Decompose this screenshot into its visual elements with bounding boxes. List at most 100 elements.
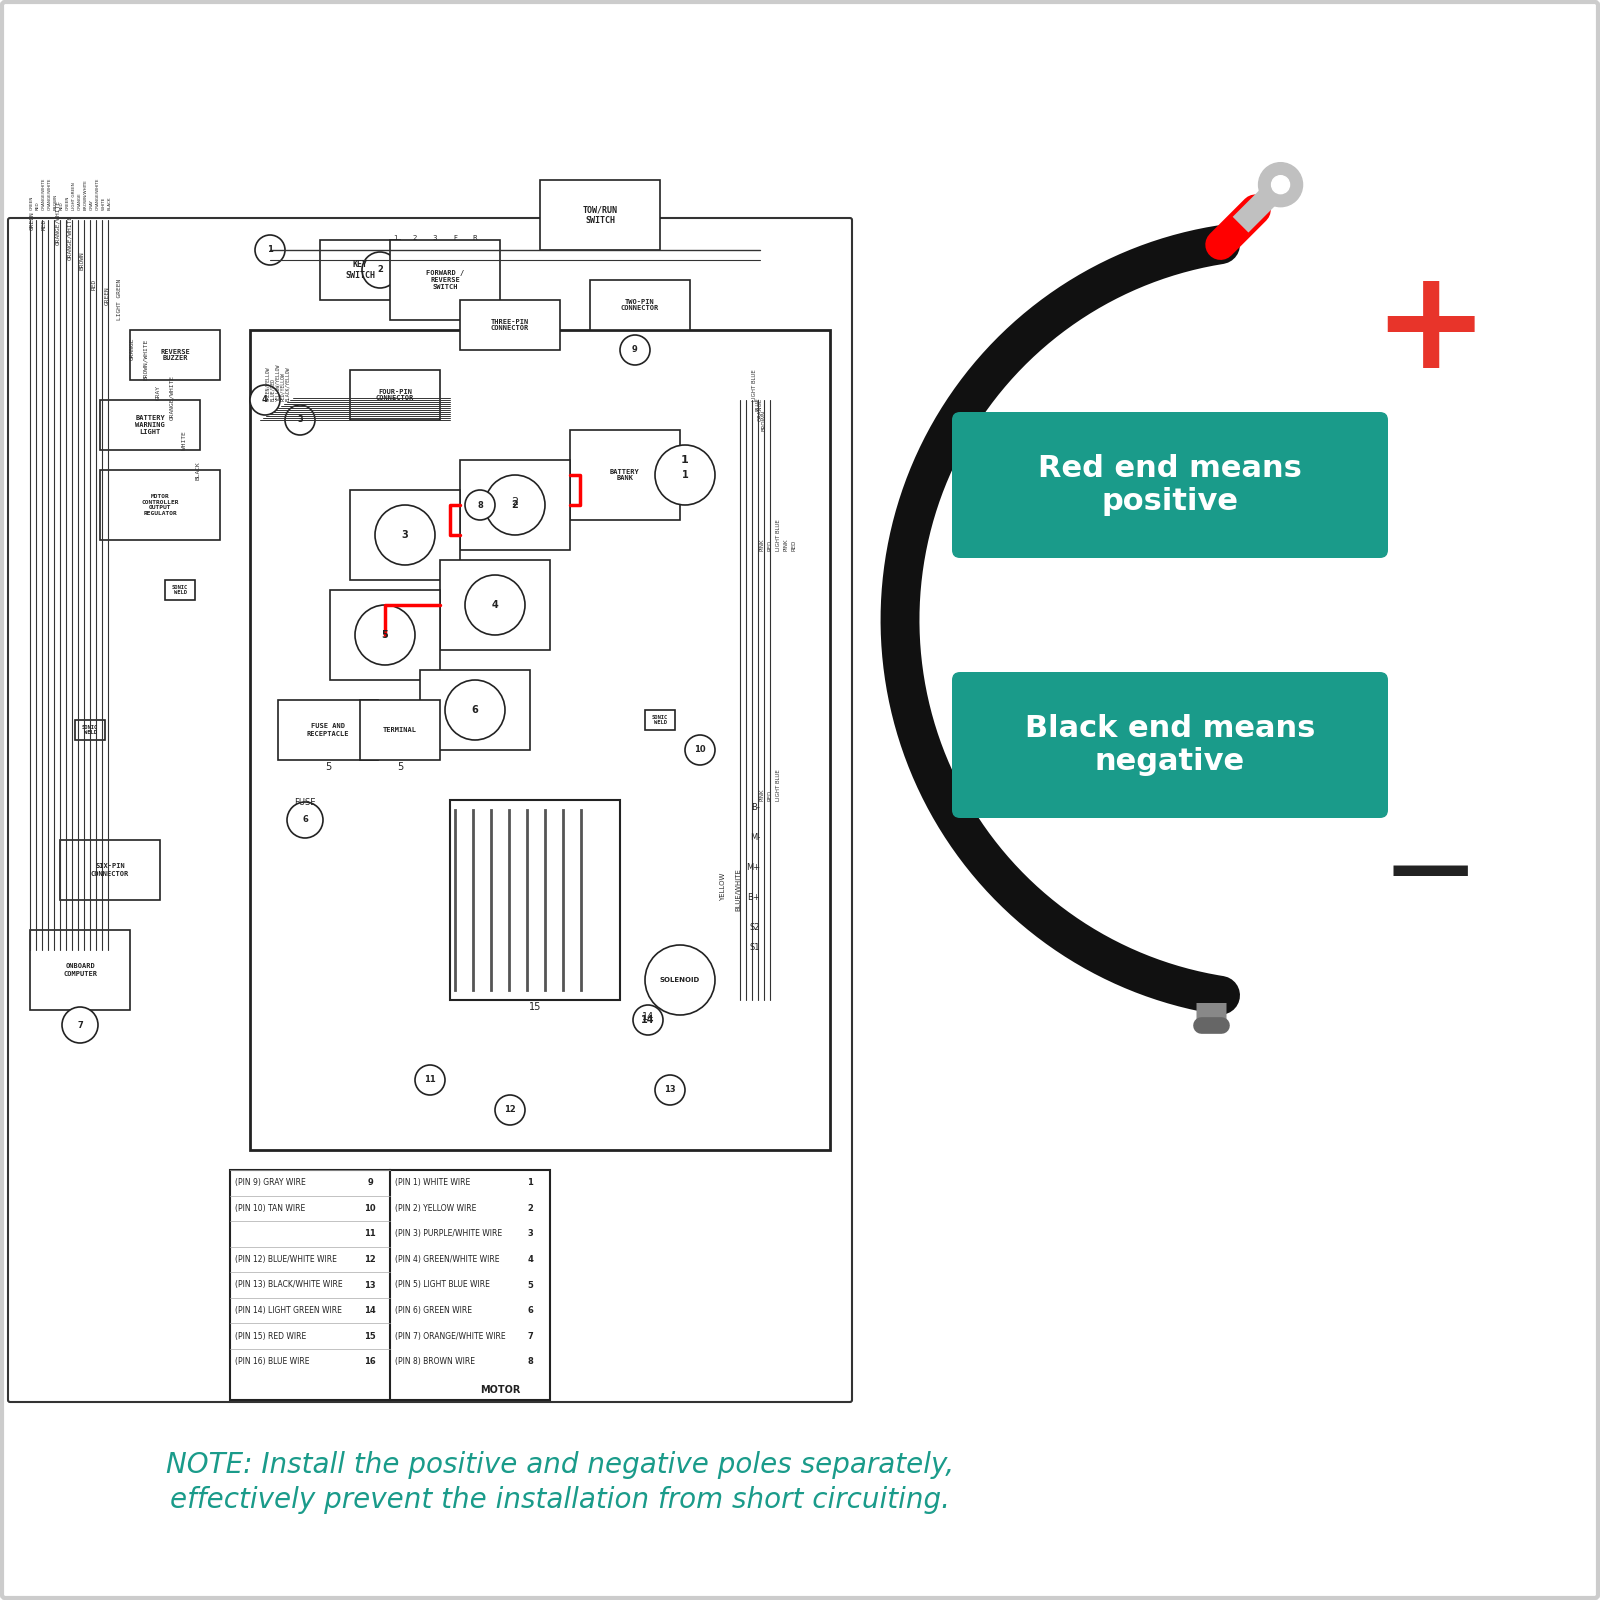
- Text: ORANGE: ORANGE: [130, 338, 134, 360]
- Bar: [250, 330, 830, 1150]
- Text: 3: 3: [526, 1229, 533, 1238]
- Text: (PIN 16) BLUE WIRE: (PIN 16) BLUE WIRE: [235, 1357, 309, 1366]
- Text: FORWARD /
REVERSE
SWITCH: FORWARD / REVERSE SWITCH: [426, 270, 464, 290]
- Text: +: +: [1371, 262, 1488, 397]
- Text: GREEN: GREEN: [30, 211, 35, 230]
- Text: 14: 14: [642, 1013, 654, 1022]
- Text: GRAY: GRAY: [157, 386, 162, 400]
- Text: RED: RED: [768, 790, 773, 802]
- Text: (PIN 4) GREEN/WHITE WIRE: (PIN 4) GREEN/WHITE WIRE: [395, 1254, 499, 1264]
- Text: PINK: PINK: [760, 789, 765, 802]
- Text: (PIN 10) TAN WIRE: (PIN 10) TAN WIRE: [235, 1203, 306, 1213]
- Text: GREEN: GREEN: [30, 195, 34, 210]
- Text: 13: 13: [664, 1085, 675, 1094]
- Text: BROWN/WHITE: BROWN/WHITE: [142, 339, 147, 379]
- Text: 1: 1: [526, 1178, 533, 1187]
- Bar: [590, 280, 690, 330]
- Text: SOLENOID: SOLENOID: [659, 978, 701, 982]
- Text: ORANGE/WHITE: ORANGE/WHITE: [96, 178, 99, 210]
- Circle shape: [374, 506, 435, 565]
- Text: 1: 1: [682, 470, 688, 480]
- Circle shape: [654, 445, 715, 506]
- Text: SONIC
WELD: SONIC WELD: [171, 584, 189, 595]
- Circle shape: [1259, 163, 1302, 206]
- Text: RED: RED: [61, 202, 64, 210]
- Text: BLACK/YELLOW: BLACK/YELLOW: [285, 366, 290, 402]
- Circle shape: [254, 235, 285, 266]
- Text: (PIN 8) BROWN WIRE: (PIN 8) BROWN WIRE: [395, 1357, 475, 1366]
- Text: LIGHT BLUE: LIGHT BLUE: [752, 370, 757, 402]
- Text: 3: 3: [298, 416, 302, 424]
- Text: RED/YELLOW: RED/YELLOW: [280, 373, 285, 402]
- Text: B-: B-: [750, 803, 760, 813]
- Bar: [645, 710, 675, 730]
- Text: 5: 5: [325, 762, 331, 773]
- Text: FUSE AND
RECEPTACLE: FUSE AND RECEPTACLE: [307, 723, 349, 736]
- Text: MOTOR
CONTROLLER
OUTPUT
REGULATOR: MOTOR CONTROLLER OUTPUT REGULATOR: [141, 494, 179, 517]
- Text: B+: B+: [747, 893, 760, 902]
- Text: 15: 15: [530, 1002, 541, 1013]
- Text: LIGHT BLUE: LIGHT BLUE: [776, 770, 781, 802]
- Circle shape: [485, 475, 546, 534]
- Text: ORANGE/WHITE: ORANGE/WHITE: [170, 374, 174, 419]
- Text: 4: 4: [262, 395, 267, 405]
- Bar: [541, 179, 661, 250]
- Text: (PIN 5) LIGHT BLUE WIRE: (PIN 5) LIGHT BLUE WIRE: [395, 1280, 490, 1290]
- Text: 1: 1: [267, 245, 274, 254]
- Bar: [130, 330, 221, 379]
- Text: RED: RED: [42, 219, 46, 230]
- Text: 8: 8: [477, 501, 483, 509]
- Text: (PIN 7) ORANGE/WHITE WIRE: (PIN 7) ORANGE/WHITE WIRE: [395, 1331, 506, 1341]
- Text: WHITE: WHITE: [182, 432, 187, 450]
- Text: BLUE/RED: BLUE/RED: [270, 378, 275, 402]
- Text: 1: 1: [392, 235, 397, 242]
- Text: NOTE: Install the positive and negative poles separately,: NOTE: Install the positive and negative …: [166, 1451, 954, 1478]
- FancyBboxPatch shape: [8, 218, 851, 1402]
- Bar: [350, 370, 440, 419]
- Text: (PIN 9) GRAY WIRE: (PIN 9) GRAY WIRE: [235, 1178, 306, 1187]
- Circle shape: [466, 574, 525, 635]
- Text: LIGHT BLUE: LIGHT BLUE: [776, 520, 781, 550]
- Bar: [461, 301, 560, 350]
- Text: SONIC
WELD: SONIC WELD: [82, 725, 98, 736]
- Text: 5: 5: [382, 630, 389, 640]
- Text: KEY
SWITCH: KEY SWITCH: [346, 261, 374, 280]
- Text: 5: 5: [526, 1280, 533, 1290]
- Text: 8: 8: [526, 1357, 533, 1366]
- Text: FUSE: FUSE: [294, 798, 315, 806]
- Text: 7: 7: [77, 1021, 83, 1029]
- Circle shape: [362, 251, 398, 288]
- Text: M-: M-: [750, 834, 760, 842]
- Text: GREEN: GREEN: [66, 195, 70, 210]
- Text: LIGHT GREEN: LIGHT GREEN: [117, 278, 122, 320]
- Bar: [30, 930, 130, 1010]
- Text: LIGHT GREEN: LIGHT GREEN: [72, 182, 77, 210]
- Text: 1: 1: [682, 454, 690, 466]
- Text: BLACK: BLACK: [195, 461, 200, 480]
- Text: 3: 3: [402, 530, 408, 541]
- Text: 4: 4: [491, 600, 498, 610]
- Circle shape: [685, 734, 715, 765]
- Text: ORANGE/WHITE: ORANGE/WHITE: [48, 178, 51, 210]
- Text: 2: 2: [512, 498, 518, 507]
- Bar: [165, 579, 195, 600]
- Text: RED: RED: [768, 539, 773, 550]
- Text: 16: 16: [365, 1357, 376, 1366]
- Text: 14: 14: [642, 1014, 654, 1026]
- Text: 7: 7: [526, 1331, 533, 1341]
- Bar: [350, 490, 461, 579]
- Text: S2: S2: [749, 923, 760, 931]
- Text: GRAY: GRAY: [90, 198, 94, 210]
- Text: (PIN 6) GREEN WIRE: (PIN 6) GREEN WIRE: [395, 1306, 472, 1315]
- Text: YELLOW/YELLOW: YELLOW/YELLOW: [275, 363, 280, 402]
- Circle shape: [1272, 176, 1290, 194]
- Text: BATTERY
BANK: BATTERY BANK: [610, 469, 640, 482]
- Text: Red end means
positive: Red end means positive: [1038, 454, 1302, 517]
- Text: BROWN/WHITE: BROWN/WHITE: [83, 179, 88, 210]
- Bar: [450, 800, 621, 1000]
- Text: ORANGE/WHITE: ORANGE/WHITE: [67, 214, 72, 259]
- Text: BLUE/WHITE: BLUE/WHITE: [734, 869, 741, 910]
- Text: 12: 12: [504, 1106, 515, 1115]
- Bar: [440, 560, 550, 650]
- Text: BLUE: BLUE: [755, 397, 760, 411]
